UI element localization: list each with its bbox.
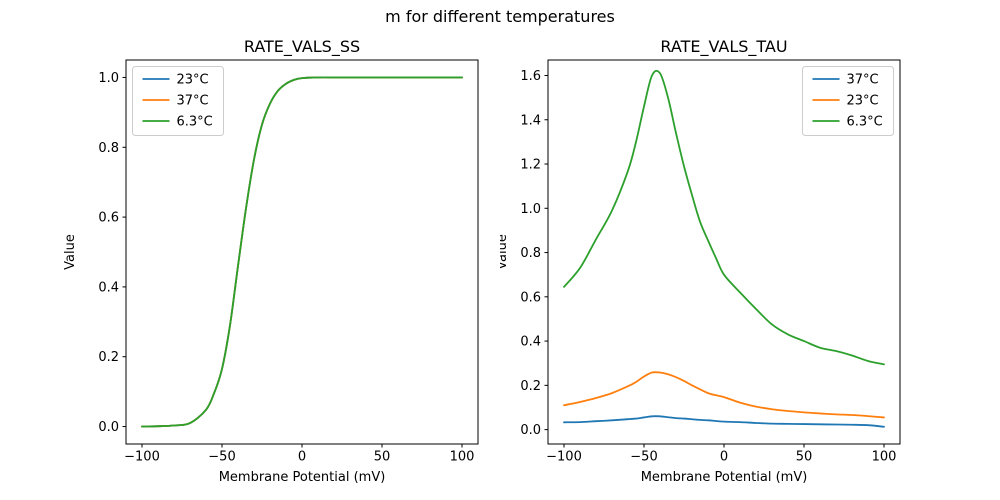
y-tick-label: 1.4	[520, 113, 541, 128]
x-tick-label: −100	[124, 450, 160, 465]
x-tick-label: 0	[298, 450, 306, 465]
y-tick-label: 1.0	[98, 71, 119, 86]
x-tick-label: −50	[208, 450, 235, 465]
axes-title: RATE_VALS_SS	[244, 37, 360, 57]
y-tick-label: 0.0	[520, 423, 541, 438]
y-tick-label: 0.8	[520, 246, 541, 261]
series-line-6-3c	[563, 69, 885, 366]
figure-title: m for different temperatures	[385, 7, 615, 26]
y-axis-label: Value	[63, 234, 78, 270]
tau-chart: −100 −50 0 50 100 0.0 0.2 0.4 0.6 0.8 1.0 1.2 1.4 1.6…	[500, 37, 901, 485]
legend-label-6-3c: 6.3°C	[177, 115, 213, 130]
y-tick-label: 1.2	[520, 158, 541, 173]
legend-label-23c: 23°C	[177, 73, 209, 88]
legend: 37°C 23°C 6.3°C	[802, 66, 894, 136]
y-tick-label: 1.0	[520, 202, 541, 217]
x-tick-label: −50	[630, 450, 657, 465]
legend-label-37c: 37°C	[847, 73, 879, 88]
ss-chart: −100 −50 0 50 100 0.0 0.2 0.4 0.6 0.8 1.0 RATE_VALS…	[63, 37, 479, 485]
y-tick-label: 0.6	[520, 290, 541, 305]
axes-frame	[125, 59, 479, 445]
legend-box	[132, 66, 224, 136]
axes-frame	[547, 59, 901, 445]
x-tick-label: 50	[796, 450, 813, 465]
x-tick-label: 100	[872, 450, 897, 465]
y-tick-label: 0.2	[520, 379, 541, 394]
x-tick-label: −100	[546, 450, 582, 465]
legend-box	[802, 66, 894, 136]
x-tick-label: 100	[450, 450, 475, 465]
legend-label-6-3c: 6.3°C	[847, 115, 883, 130]
legend: 23°C 37°C 6.3°C	[132, 66, 224, 136]
x-axis-label: Membrane Potential (mV)	[219, 470, 386, 485]
x-axis-label: Membrane Potential (mV)	[641, 470, 808, 485]
legend-label-23c: 23°C	[847, 94, 879, 109]
y-tick-label: 0.4	[98, 280, 119, 295]
y-tick-label: 0.4	[520, 335, 541, 350]
y-tick-label: 0.6	[98, 211, 119, 226]
y-axis-label: Value	[500, 234, 510, 270]
legend-label-37c: 37°C	[177, 94, 209, 109]
series-line-23c	[563, 371, 885, 419]
y-tick-label: 1.6	[520, 69, 541, 84]
x-tick-label: 50	[374, 450, 391, 465]
axes-title: RATE_VALS_TAU	[660, 37, 787, 57]
series-line-6-3c	[141, 76, 463, 428]
y-tick-label: 0.2	[98, 350, 119, 365]
y-tick-label: 0.0	[98, 420, 119, 435]
series-line-37c	[563, 415, 885, 428]
x-tick-label: 0	[720, 450, 728, 465]
y-tick-label: 0.8	[98, 141, 119, 156]
